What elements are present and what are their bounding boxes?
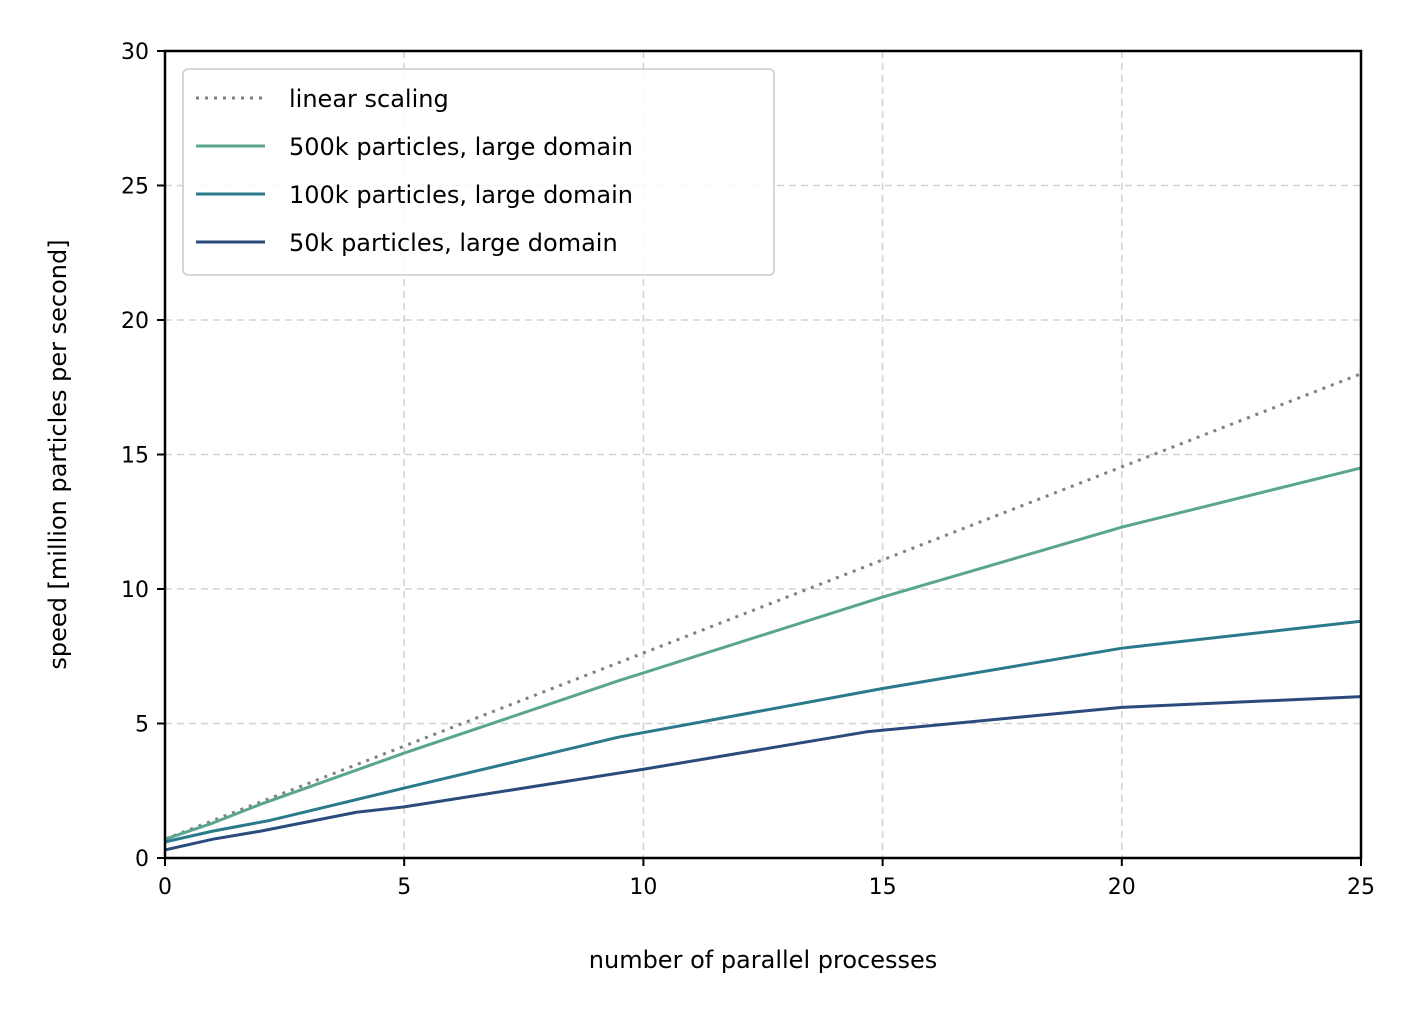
legend: linear scaling 500k particles, large doma…	[182, 68, 775, 276]
y-tick-label: 10	[121, 578, 149, 603]
y-axis-label: speed [million particles per second]	[44, 239, 72, 669]
x-tick-label: 0	[158, 875, 172, 900]
legend-label-0: linear scaling	[289, 85, 449, 113]
x-tick-label: 25	[1347, 875, 1375, 900]
y-tick-label: 0	[135, 847, 149, 872]
y-tick-label: 30	[121, 40, 149, 65]
series-line-1	[164, 466, 1362, 841]
x-axis-label: number of parallel processes	[589, 946, 937, 974]
y-tick-label: 15	[121, 444, 149, 469]
y-axis: 0 5 10 15 20 25 30	[121, 40, 165, 872]
x-tick-label: 10	[629, 875, 657, 900]
y-tick-label: 5	[135, 713, 149, 738]
series-line-0	[164, 372, 1362, 841]
legend-label-2: 100k particles, large domain	[289, 181, 633, 209]
legend-label-3: 50k particles, large domain	[289, 229, 618, 257]
x-tick-label: 20	[1108, 875, 1136, 900]
x-axis: 0 5 10 15 20 25	[158, 858, 1375, 900]
series-layer	[164, 372, 1362, 852]
x-tick-label: 15	[869, 875, 897, 900]
series-line-2	[164, 619, 1362, 844]
y-tick-label: 25	[121, 175, 149, 200]
x-tick-label: 5	[397, 875, 411, 900]
series-line-3	[164, 695, 1362, 852]
legend-label-1: 500k particles, large domain	[289, 133, 633, 161]
legend-box	[182, 68, 775, 276]
y-tick-label: 20	[121, 309, 149, 334]
